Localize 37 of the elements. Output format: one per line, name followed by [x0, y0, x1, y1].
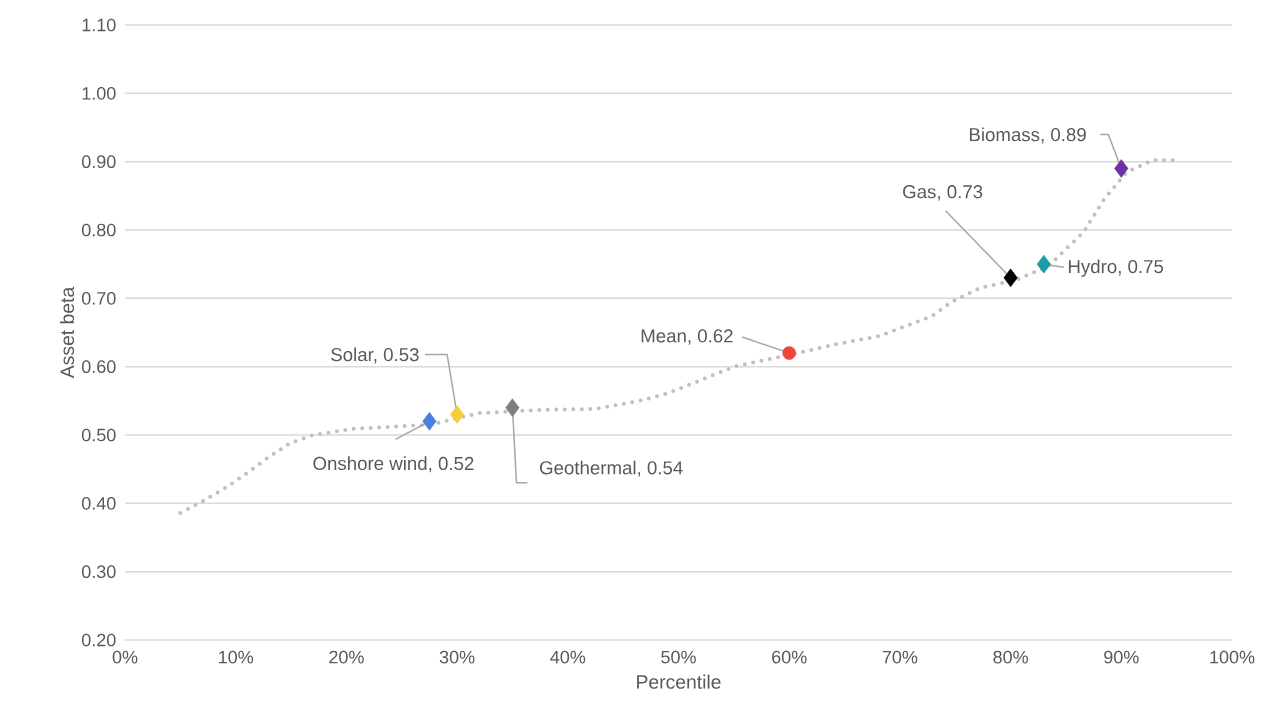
y-axis-title: Asset beta	[59, 286, 75, 379]
y-tick-label: 0.90	[81, 155, 116, 169]
x-tick-label: 90%	[1104, 650, 1139, 664]
annotation: Mean, 0.62	[641, 329, 733, 345]
annotation: Hydro, 0.75	[1068, 259, 1164, 277]
x-tick-label: 40%	[550, 650, 586, 664]
x-tick-label: 20%	[329, 650, 364, 664]
annotation: Geothermal, 0.54	[540, 460, 683, 477]
point	[1036, 254, 1051, 274]
x-axis-title: Percentile	[637, 674, 721, 689]
y-tick-label: 1.10	[82, 18, 116, 32]
y-tick-label: 0.20	[81, 633, 116, 647]
point	[505, 398, 520, 417]
annotation: Biomass, 0.89	[969, 127, 1086, 144]
y-tick-label: 0.70	[81, 291, 116, 305]
point	[1003, 268, 1018, 288]
point	[450, 405, 465, 424]
x-tick-label: 30%	[439, 650, 475, 664]
point	[1114, 159, 1129, 178]
point	[422, 412, 437, 431]
x-tick-label: 10%	[219, 650, 254, 664]
annotation: Solar, 0.53	[331, 347, 419, 364]
x-tick-label: 70%	[882, 650, 918, 664]
point	[782, 346, 796, 360]
x-tick-label: 50%	[661, 650, 696, 664]
y-tick-label: 0.30	[81, 565, 116, 579]
x-tick-label: 60%	[772, 650, 807, 664]
y-tick-label: 0.40	[81, 496, 116, 510]
x-tick-label: 80%	[993, 650, 1028, 664]
annotation: Onshore wind, 0.52	[313, 456, 474, 473]
x-tick-label: 0%	[112, 650, 138, 664]
y-tick-label: 0.80	[81, 223, 116, 237]
annotation: Gas, 0.73	[903, 185, 983, 201]
x-tick-label: 100%	[1210, 650, 1255, 664]
y-tick-label: 0.50	[81, 428, 116, 442]
y-tick-label: 1.00	[82, 86, 116, 100]
y-tick-label: 0.60	[81, 360, 116, 374]
